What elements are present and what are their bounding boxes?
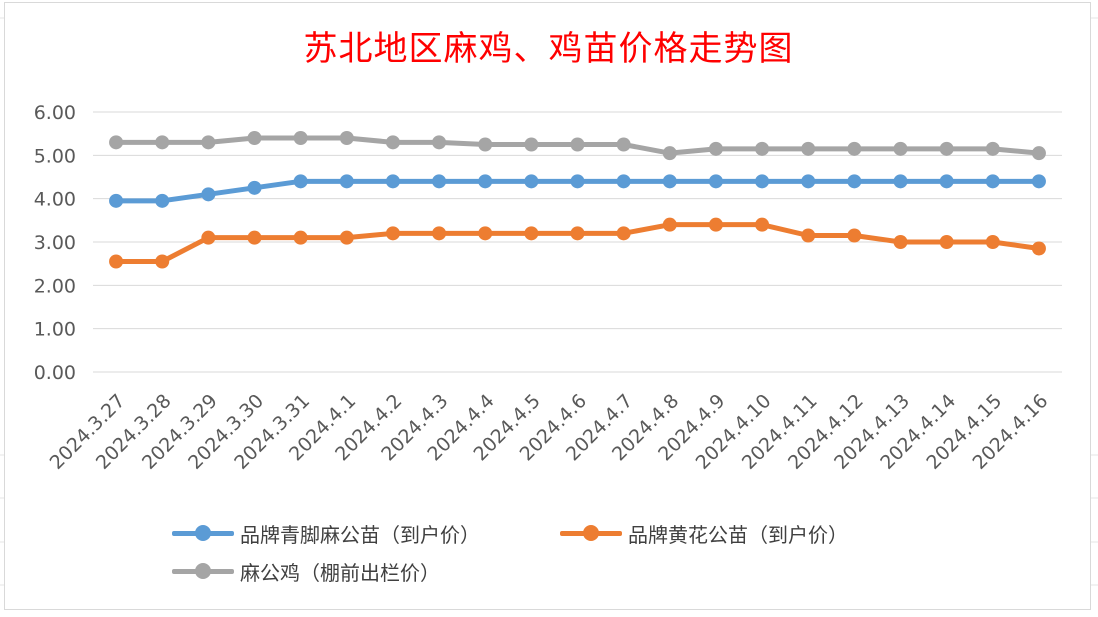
data-point[interactable] [1031, 241, 1046, 256]
data-point[interactable] [385, 226, 400, 241]
data-point[interactable] [662, 217, 677, 232]
data-point[interactable] [201, 135, 216, 150]
data-point[interactable] [155, 193, 170, 208]
data-point[interactable] [432, 135, 447, 150]
series-0 [109, 174, 1046, 208]
data-point[interactable] [201, 230, 216, 245]
y-tick-label: 1.00 [34, 319, 76, 341]
data-point[interactable] [755, 217, 770, 232]
data-point[interactable] [339, 131, 354, 145]
data-point[interactable] [432, 226, 447, 241]
data-point[interactable] [1031, 174, 1046, 189]
data-point[interactable] [616, 174, 631, 189]
data-point[interactable] [662, 174, 677, 189]
y-tick-label: 4.00 [34, 189, 76, 211]
data-point[interactable] [893, 141, 908, 156]
data-point[interactable] [662, 146, 677, 161]
data-point[interactable] [339, 174, 354, 189]
data-point[interactable] [893, 174, 908, 189]
data-point[interactable] [247, 131, 262, 145]
data-point[interactable] [939, 174, 954, 189]
data-point[interactable] [801, 174, 816, 189]
data-point[interactable] [339, 230, 354, 245]
data-point[interactable] [708, 217, 723, 232]
data-point[interactable] [247, 180, 262, 195]
y-tick-label: 0.00 [34, 362, 76, 384]
y-axis-ticks: 0.00 1.00 2.00 3.00 4.00 5.00 6.00 [34, 102, 76, 384]
y-tick-label: 2.00 [34, 275, 76, 297]
data-point[interactable] [293, 131, 308, 145]
data-point[interactable] [247, 230, 262, 245]
data-point[interactable] [801, 141, 816, 156]
data-point[interactable] [155, 254, 170, 269]
data-point[interactable] [847, 228, 862, 243]
data-point[interactable] [939, 235, 954, 249]
data-point[interactable] [708, 174, 723, 189]
data-point[interactable] [385, 174, 400, 189]
data-point[interactable] [109, 193, 124, 208]
data-point[interactable] [570, 226, 585, 241]
data-point[interactable] [1031, 146, 1046, 161]
data-point[interactable] [755, 141, 770, 156]
data-point[interactable] [201, 187, 216, 202]
data-point[interactable] [939, 141, 954, 156]
series-2 [109, 131, 1046, 161]
data-point[interactable] [616, 137, 631, 152]
y-tick-label: 6.00 [34, 102, 76, 124]
data-point[interactable] [432, 174, 447, 189]
series-lines [109, 131, 1046, 269]
data-point[interactable] [616, 226, 631, 241]
data-point[interactable] [801, 228, 816, 243]
data-point[interactable] [109, 135, 124, 150]
data-point[interactable] [385, 135, 400, 150]
data-point[interactable] [478, 226, 493, 241]
x-axis-ticks: 2024.3.272024.3.282024.3.292024.3.302024… [46, 390, 1053, 474]
data-point[interactable] [570, 137, 585, 152]
chart-area[interactable]: 苏北地区麻鸡、鸡苗价格走势图 [4, 2, 1091, 610]
data-point[interactable] [708, 141, 723, 156]
data-point[interactable] [478, 137, 493, 152]
y-tick-label: 5.00 [34, 145, 76, 167]
data-point[interactable] [847, 141, 862, 156]
data-point[interactable] [893, 235, 908, 249]
data-point[interactable] [570, 174, 585, 189]
y-tick-label: 3.00 [34, 232, 76, 254]
data-point[interactable] [755, 174, 770, 189]
data-point[interactable] [478, 174, 493, 189]
data-point[interactable] [985, 141, 1000, 156]
data-point[interactable] [524, 137, 539, 152]
series-1 [109, 217, 1046, 269]
data-point[interactable] [524, 226, 539, 241]
data-point[interactable] [847, 174, 862, 189]
data-point[interactable] [985, 235, 1000, 249]
data-point[interactable] [293, 230, 308, 245]
data-point[interactable] [524, 174, 539, 189]
data-point[interactable] [109, 254, 124, 269]
chart-title: 苏北地区麻鸡、鸡苗价格走势图 [303, 29, 794, 69]
data-point[interactable] [293, 174, 308, 189]
data-point[interactable] [985, 174, 1000, 189]
data-point[interactable] [155, 135, 170, 150]
